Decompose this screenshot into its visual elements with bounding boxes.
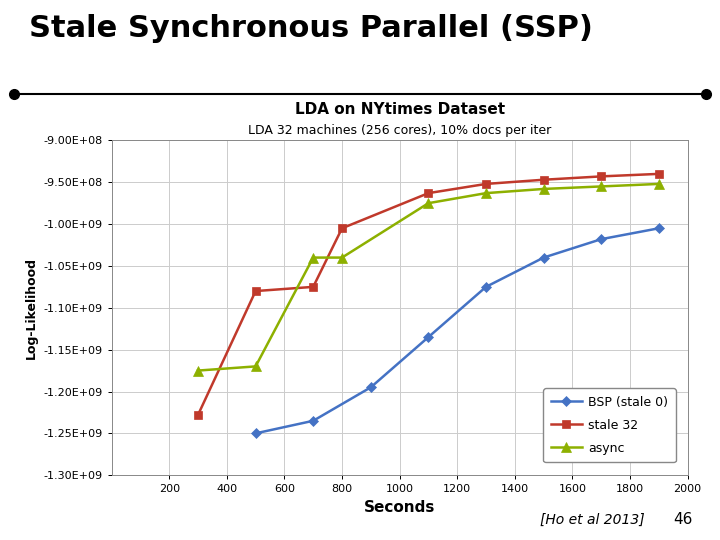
stale 32 — [251, 288, 260, 294]
stale 32 — [482, 181, 490, 187]
BSP (stale 0) — [366, 384, 375, 390]
Text: 46: 46 — [673, 511, 693, 526]
X-axis label: Seconds: Seconds — [364, 500, 436, 515]
async — [597, 183, 606, 190]
BSP (stale 0) — [309, 417, 318, 424]
async — [194, 367, 202, 374]
stale 32 — [654, 171, 663, 177]
Legend: BSP (stale 0), stale 32, async: BSP (stale 0), stale 32, async — [543, 388, 675, 462]
BSP (stale 0) — [539, 254, 548, 261]
BSP (stale 0) — [482, 284, 490, 290]
BSP (stale 0) — [597, 236, 606, 242]
Line: stale 32: stale 32 — [194, 170, 663, 419]
stale 32 — [338, 225, 346, 232]
async — [309, 254, 318, 261]
async — [338, 254, 346, 261]
Text: LDA 32 machines (256 cores), 10% docs per iter: LDA 32 machines (256 cores), 10% docs pe… — [248, 124, 552, 137]
stale 32 — [309, 284, 318, 290]
Text: LDA on NYtimes Dataset: LDA on NYtimes Dataset — [294, 102, 505, 117]
async — [424, 200, 433, 206]
Text: Stale Synchronous Parallel (SSP): Stale Synchronous Parallel (SSP) — [29, 14, 593, 43]
BSP (stale 0) — [654, 225, 663, 232]
async — [539, 186, 548, 192]
stale 32 — [597, 173, 606, 180]
async — [654, 181, 663, 187]
stale 32 — [424, 190, 433, 197]
Y-axis label: Log-Likelihood: Log-Likelihood — [24, 257, 37, 359]
BSP (stale 0) — [251, 430, 260, 437]
Line: async: async — [193, 179, 664, 375]
BSP (stale 0) — [424, 334, 433, 340]
async — [482, 190, 490, 197]
Text: [Ho et al 2013]: [Ho et al 2013] — [540, 512, 644, 526]
Line: BSP (stale 0): BSP (stale 0) — [252, 225, 662, 437]
async — [251, 363, 260, 369]
stale 32 — [539, 177, 548, 183]
stale 32 — [194, 411, 202, 418]
